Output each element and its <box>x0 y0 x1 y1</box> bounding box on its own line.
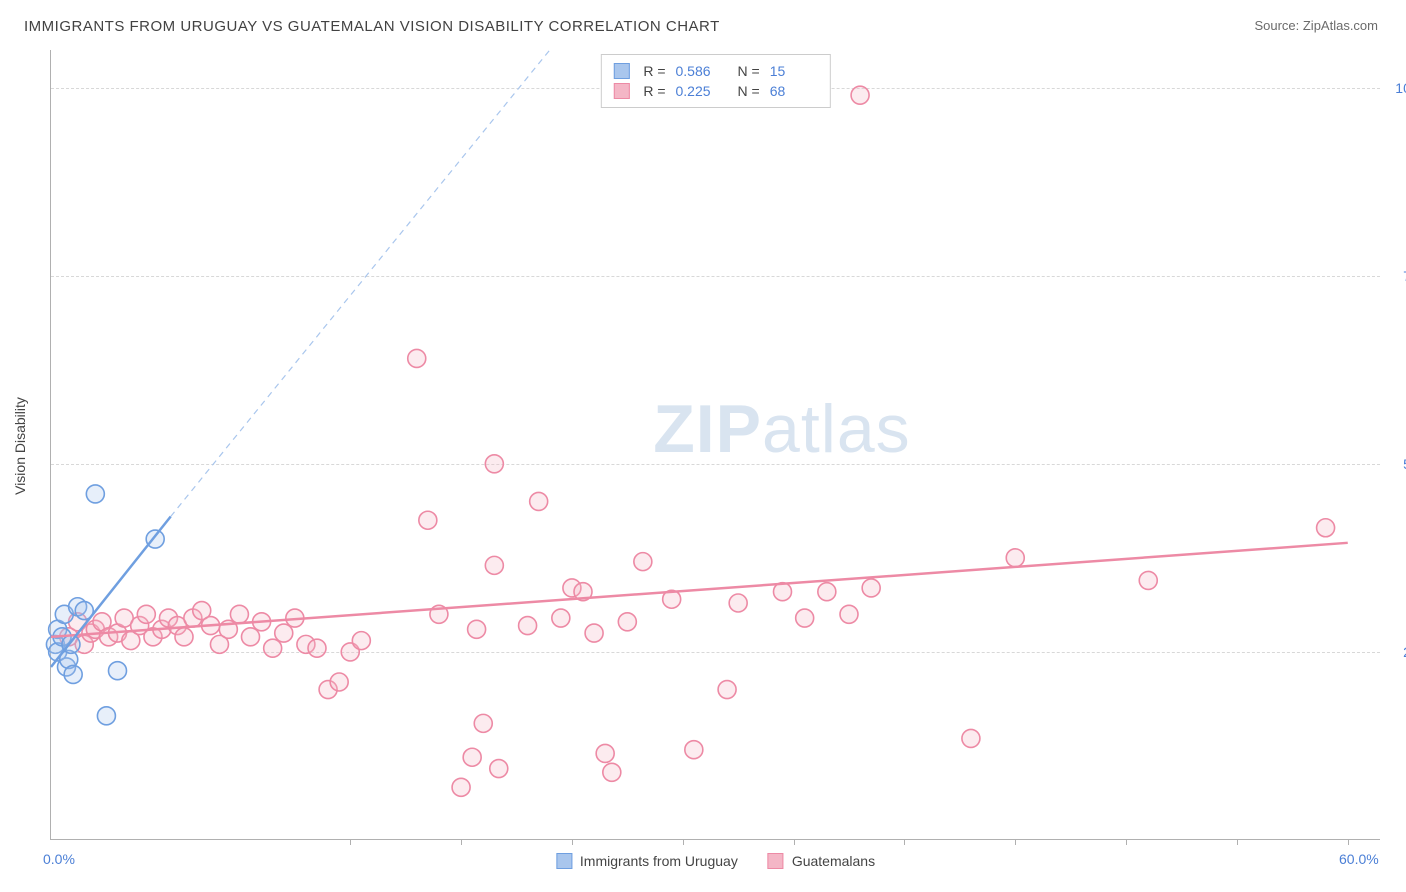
trend-line <box>51 543 1348 637</box>
scatter-point-guatemalans <box>851 86 869 104</box>
scatter-point-guatemalans <box>718 681 736 699</box>
scatter-point-guatemalans <box>685 741 703 759</box>
scatter-point-guatemalans <box>485 556 503 574</box>
chart-title: IMMIGRANTS FROM URUGUAY VS GUATEMALAN VI… <box>24 18 720 35</box>
y-axis-label: Vision Disability <box>12 397 28 495</box>
scatter-point-uruguay <box>86 485 104 503</box>
legend-bottom: Immigrants from Uruguay Guatemalans <box>556 853 875 869</box>
scatter-point-uruguay <box>64 665 82 683</box>
n-label: N = <box>738 63 760 79</box>
x-tick-mark <box>904 839 905 845</box>
scatter-point-guatemalans <box>137 605 155 623</box>
scatter-point-guatemalans <box>275 624 293 642</box>
scatter-point-guatemalans <box>530 492 548 510</box>
scatter-point-guatemalans <box>862 579 880 597</box>
r-label: R = <box>643 83 665 99</box>
legend-stats-row-uruguay: R = 0.586 N = 15 <box>613 61 817 81</box>
legend-item-uruguay: Immigrants from Uruguay <box>556 853 738 869</box>
n-value-uruguay: 15 <box>770 63 818 79</box>
x-tick-mark <box>794 839 795 845</box>
legend-swatch-guatemalans <box>613 83 629 99</box>
scatter-point-guatemalans <box>264 639 282 657</box>
scatter-point-guatemalans <box>603 763 621 781</box>
scatter-point-guatemalans <box>796 609 814 627</box>
scatter-point-guatemalans <box>468 620 486 638</box>
scatter-point-guatemalans <box>962 729 980 747</box>
scatter-point-uruguay <box>97 707 115 725</box>
x-tick-mark <box>1015 839 1016 845</box>
x-tick-label: 60.0% <box>1339 851 1379 867</box>
x-tick-mark <box>1237 839 1238 845</box>
scatter-point-guatemalans <box>485 455 503 473</box>
r-value-guatemalans: 0.225 <box>676 83 724 99</box>
r-value-uruguay: 0.586 <box>676 63 724 79</box>
scatter-point-guatemalans <box>408 349 426 367</box>
scatter-point-guatemalans <box>463 748 481 766</box>
legend-swatch-guatemalans <box>768 853 784 869</box>
y-tick-label: 7.5% <box>1385 268 1406 284</box>
x-tick-mark <box>461 839 462 845</box>
scatter-point-guatemalans <box>490 760 508 778</box>
scatter-point-guatemalans <box>729 594 747 612</box>
scatter-point-guatemalans <box>519 617 537 635</box>
r-label: R = <box>643 63 665 79</box>
scatter-point-guatemalans <box>818 583 836 601</box>
y-tick-label: 2.5% <box>1385 644 1406 660</box>
legend-swatch-uruguay <box>613 63 629 79</box>
scatter-point-guatemalans <box>1139 571 1157 589</box>
source-label: Source: <box>1254 18 1302 33</box>
scatter-point-guatemalans <box>552 609 570 627</box>
scatter-point-guatemalans <box>634 553 652 571</box>
scatter-point-guatemalans <box>330 673 348 691</box>
scatter-point-guatemalans <box>230 605 248 623</box>
scatter-point-guatemalans <box>242 628 260 646</box>
legend-label-guatemalans: Guatemalans <box>792 853 875 869</box>
scatter-point-guatemalans <box>618 613 636 631</box>
legend-label-uruguay: Immigrants from Uruguay <box>580 853 738 869</box>
scatter-point-guatemalans <box>840 605 858 623</box>
plot-area: ZIPatlas 2.5%5.0%7.5%10.0%0.0%60.0% R = … <box>50 50 1380 840</box>
scatter-point-guatemalans <box>419 511 437 529</box>
trend-line <box>171 50 550 516</box>
y-tick-label: 10.0% <box>1385 80 1406 96</box>
legend-stats-box: R = 0.586 N = 15 R = 0.225 N = 68 <box>600 54 830 108</box>
scatter-point-guatemalans <box>1006 549 1024 567</box>
x-tick-mark <box>572 839 573 845</box>
scatter-point-guatemalans <box>585 624 603 642</box>
x-tick-label: 0.0% <box>43 851 75 867</box>
scatter-point-guatemalans <box>452 778 470 796</box>
scatter-point-guatemalans <box>352 632 370 650</box>
scatter-point-guatemalans <box>596 744 614 762</box>
y-tick-label: 5.0% <box>1385 456 1406 472</box>
scatter-point-guatemalans <box>175 628 193 646</box>
scatter-point-guatemalans <box>1317 519 1335 537</box>
n-value-guatemalans: 68 <box>770 83 818 99</box>
x-tick-mark <box>683 839 684 845</box>
scatter-point-uruguay <box>109 662 127 680</box>
scatter-svg <box>51 50 1380 839</box>
scatter-point-guatemalans <box>474 714 492 732</box>
legend-swatch-uruguay <box>556 853 572 869</box>
x-tick-mark <box>1348 839 1349 845</box>
x-tick-mark <box>350 839 351 845</box>
legend-item-guatemalans: Guatemalans <box>768 853 875 869</box>
legend-stats-row-guatemalans: R = 0.225 N = 68 <box>613 81 817 101</box>
n-label: N = <box>738 83 760 99</box>
x-tick-mark <box>1126 839 1127 845</box>
scatter-point-guatemalans <box>308 639 326 657</box>
source-attribution: Source: ZipAtlas.com <box>1254 18 1378 33</box>
source-name: ZipAtlas.com <box>1303 18 1378 33</box>
